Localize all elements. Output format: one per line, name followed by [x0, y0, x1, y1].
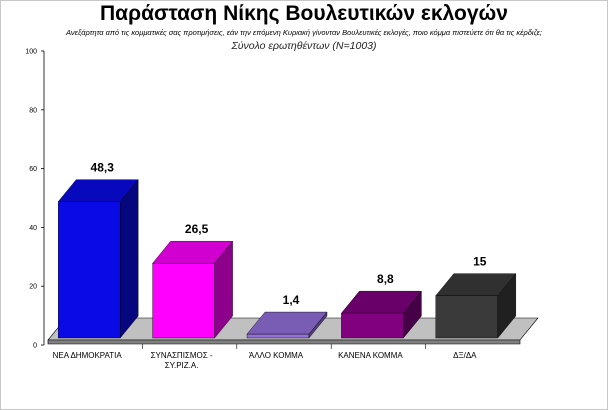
x-tick-label-4: ΔΞ/ΔΑ [453, 351, 477, 360]
bar-side-0 [119, 179, 139, 339]
bar-front-3 [341, 312, 404, 339]
y-tick-label-0: 0 [33, 343, 37, 350]
bar-front-1 [152, 263, 215, 339]
bar-top-1 [152, 241, 234, 264]
data-label-3: 8,8 [377, 272, 394, 286]
y-tick-label-80: 80 [29, 107, 37, 114]
data-label-1: 26,5 [185, 222, 209, 236]
x-tick-label-1: ΣΥΝΑΣΠΙΣΜΟΣ - [151, 351, 213, 360]
bar-top-4 [435, 273, 517, 296]
data-label-2: 1,4 [283, 293, 300, 307]
chart-floor-edge [47, 339, 521, 345]
bar-top-0 [57, 179, 139, 202]
y-tick-label-100: 100 [25, 49, 37, 56]
y-tick-label-20: 20 [29, 284, 37, 291]
x-tick-label-3: ΚΑΝΕΝΑ ΚΟΜΜΑ [338, 351, 403, 360]
bar-top-2 [246, 311, 328, 335]
bar-top-3 [340, 290, 422, 314]
data-label-4: 15 [473, 255, 487, 269]
bar-front-2 [246, 333, 310, 339]
chart-title: Παράσταση Νίκης Βουλευτικών εκλογών [100, 2, 508, 25]
chart-sample-size: Σύνολο ερωτηθέντων (Ν=1003) [231, 40, 377, 52]
y-tick-label-40: 40 [29, 225, 37, 232]
data-label-0: 48,3 [91, 161, 115, 175]
y-tick-label-60: 60 [29, 166, 37, 173]
x-tick-label-1-line2: ΣΥ.ΡΙΖ.Α. [165, 361, 199, 370]
x-tick-label-0: ΝΕΑ ΔΗΜΟΚΡΑΤΙΑ [53, 351, 123, 360]
chart-subtitle: Ανεξάρτητα από τις κομματικές σας προτιμ… [66, 28, 542, 37]
bar-front-4 [435, 295, 498, 339]
bar-front-0 [58, 201, 121, 339]
x-tick-label-2: ΆΛΛΟ ΚΟΜΜΑ [249, 351, 304, 360]
